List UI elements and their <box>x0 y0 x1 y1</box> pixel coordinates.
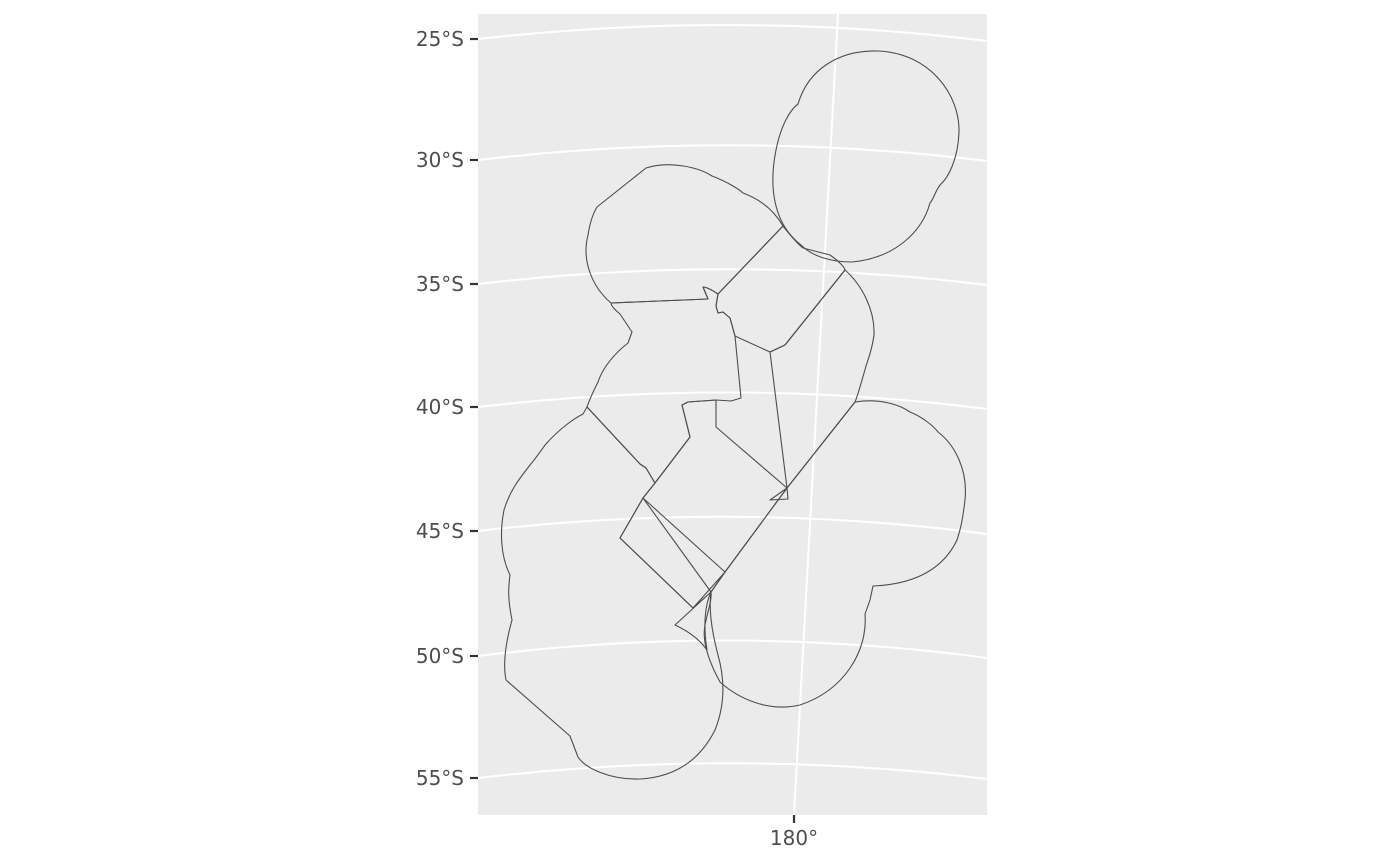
parallel-25s <box>477 23 988 42</box>
parallel-40s <box>477 391 988 410</box>
x-tick-label: 180° <box>770 826 818 850</box>
zone-southwest-large <box>501 406 724 780</box>
y-tick-label: 30°S <box>416 148 464 172</box>
y-tick-label: 50°S <box>416 644 464 668</box>
meridian-180 <box>793 13 839 816</box>
parallel-35s <box>477 268 988 286</box>
parallel-45s <box>477 515 988 535</box>
y-tick-label: 25°S <box>416 27 464 51</box>
parallel-50s <box>477 639 988 659</box>
parallel-30s <box>477 144 988 162</box>
y-axis: 25°S 30°S 35°S 40°S 45°S 50°S 55°S <box>416 27 478 790</box>
graticule <box>477 13 988 816</box>
zone-east-strip <box>769 269 875 489</box>
y-tick-label: 55°S <box>416 766 464 790</box>
y-tick-label: 35°S <box>416 272 464 296</box>
panel-background <box>478 14 987 815</box>
zone-northeast-circle <box>772 50 960 263</box>
y-tick-label: 40°S <box>416 395 464 419</box>
x-axis: 180° <box>770 815 818 850</box>
parallel-55s <box>477 762 988 780</box>
y-tick-label: 45°S <box>416 519 464 543</box>
region-outlines <box>501 50 966 780</box>
zone-central-east <box>715 225 846 353</box>
